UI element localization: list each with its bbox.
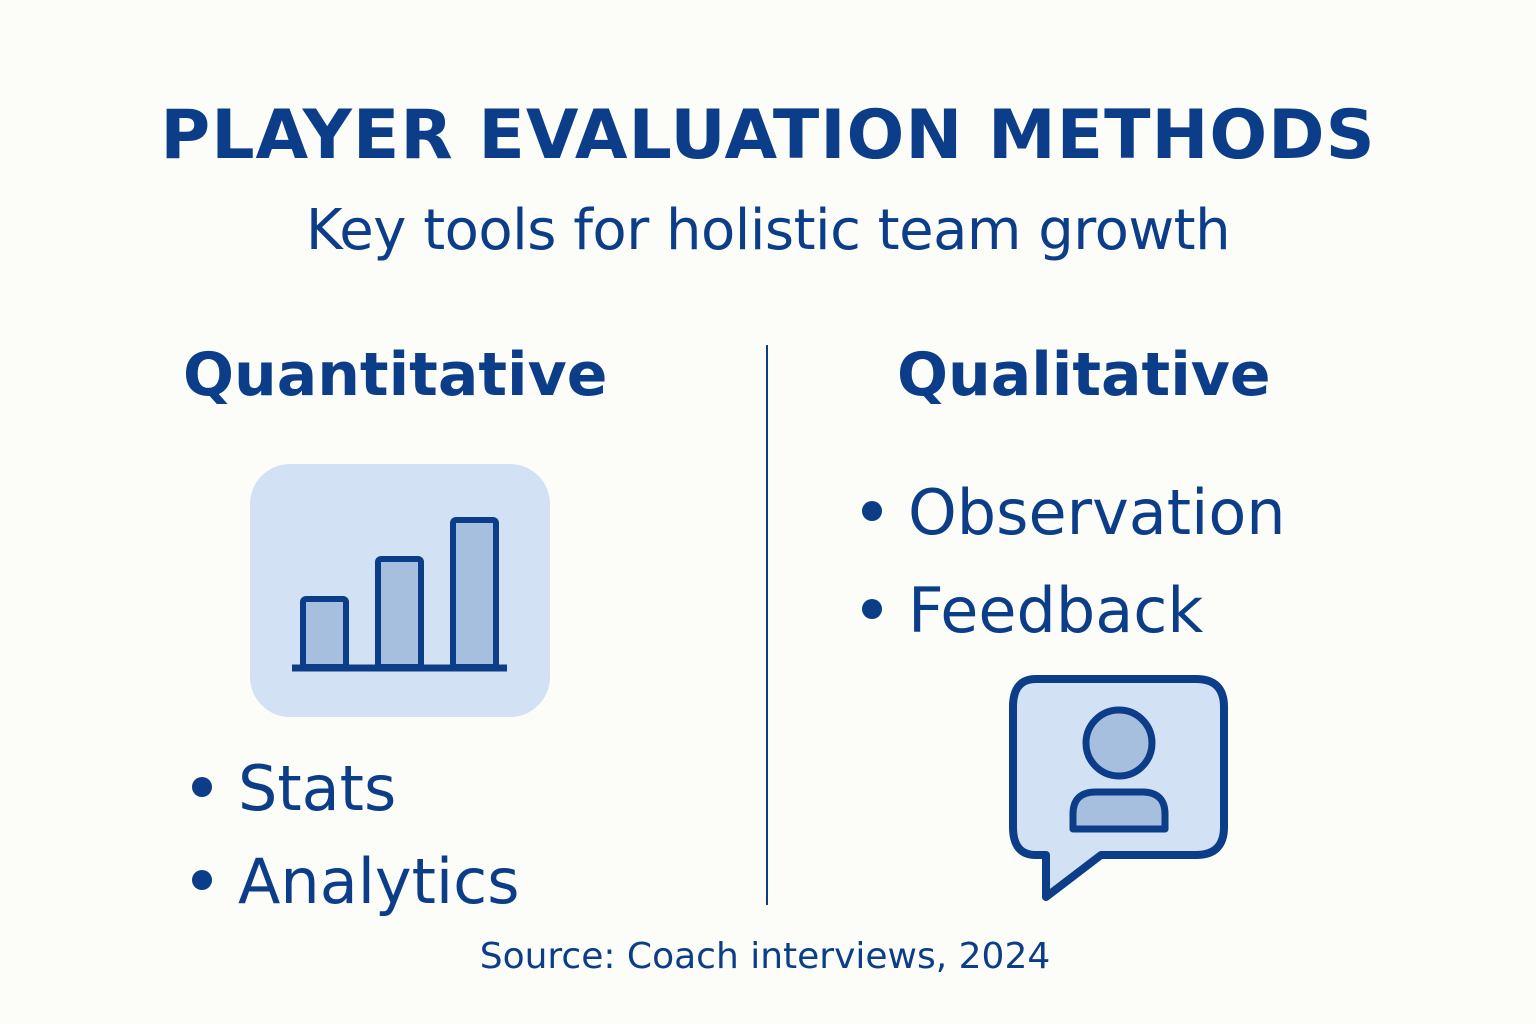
quantitative-heading: Quantitative — [183, 340, 608, 410]
person-speech-bubble-icon — [1006, 672, 1232, 904]
list-item-label: Feedback — [908, 574, 1204, 647]
bullet-icon — [192, 869, 212, 890]
bullet-icon — [192, 776, 212, 797]
list-item-label: Analytics — [238, 845, 520, 918]
bar-chart-icon — [250, 464, 550, 717]
list-item: Stats — [192, 752, 396, 825]
page-title: PLAYER EVALUATION METHODS — [160, 96, 1376, 175]
column-divider — [766, 345, 768, 905]
list-item: Analytics — [192, 845, 520, 918]
page-subtitle: Key tools for holistic team growth — [305, 198, 1231, 263]
list-item: Observation — [862, 476, 1286, 549]
bullet-icon — [862, 500, 882, 521]
bullet-icon — [862, 598, 882, 619]
list-item-label: Stats — [238, 752, 397, 825]
list-item: Feedback — [862, 574, 1203, 647]
list-item-label: Observation — [908, 476, 1286, 549]
source-note: Source: Coach interviews, 2024 — [479, 936, 1051, 977]
qualitative-heading: Qualitative — [897, 340, 1271, 410]
